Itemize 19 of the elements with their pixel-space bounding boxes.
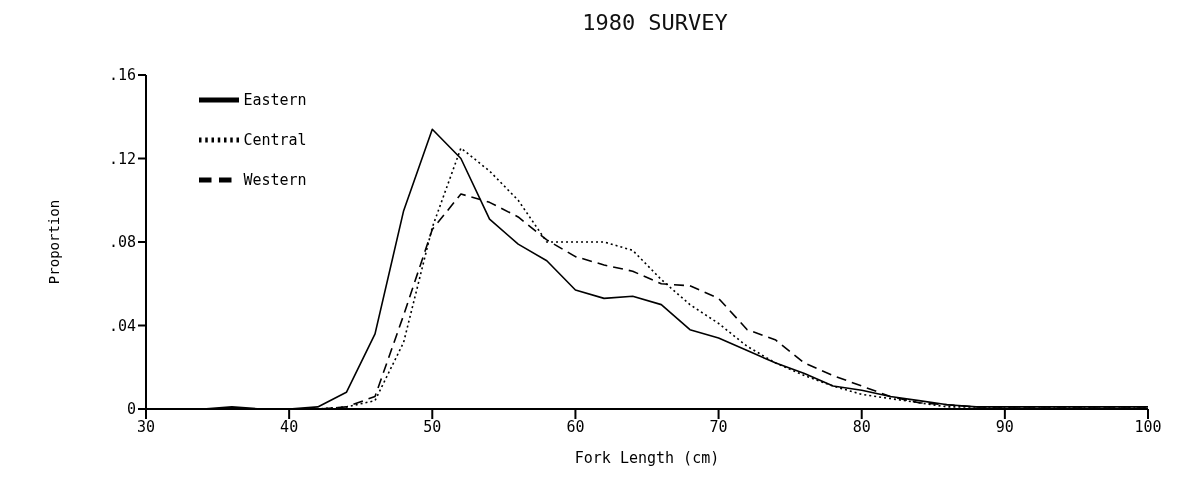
x-axis-title: Fork Length (cm) [574,449,720,467]
x-tick-label: 80 [852,417,871,436]
y-tick-label: .08 [108,233,136,252]
y-tick-label: .16 [108,66,136,85]
y-tick-label: .12 [108,149,136,168]
x-tick-label: 70 [709,417,728,436]
x-tick-label: 40 [280,417,299,436]
y-tick-label: .04 [108,316,136,335]
y-tick-label: 0 [126,400,136,419]
x-tick-label: 100 [1134,417,1162,436]
x-tick-label: 60 [566,417,585,436]
x-tick-label: 90 [995,417,1014,436]
legend-label: Central [243,130,307,149]
chart-title: 1980 SURVEY [581,10,729,35]
x-tick-label: 50 [423,417,442,436]
y-axis-title: Proportion [45,199,62,285]
legend-label: Western [243,170,307,189]
x-tick-label: 30 [136,417,156,436]
legend-label: Eastern [243,90,307,109]
